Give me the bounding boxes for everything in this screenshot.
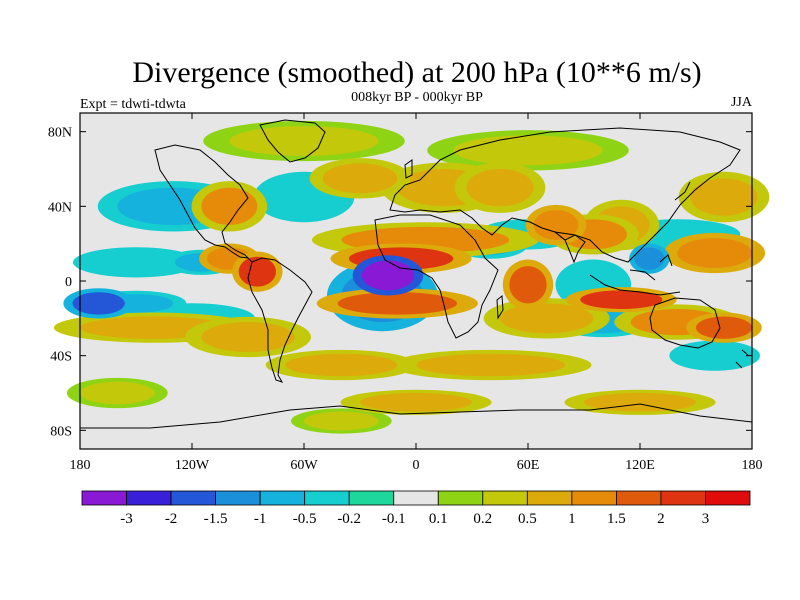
field-anomaly [509,266,547,304]
colorbar-label: -1.5 [204,511,228,527]
colorbar-label: -1 [254,511,267,527]
x-tick-label: 180 [70,458,91,473]
colorbar-swatch [348,490,395,506]
field-anomaly [201,322,295,352]
field-anomaly [304,411,379,431]
colorbar-label: 0.5 [518,511,537,527]
coastline-north-america [154,144,253,263]
colorbar-swatch [259,490,306,506]
field-anomaly [466,169,534,207]
field-anomaly [696,316,752,339]
colorbar-swatch [616,490,662,506]
colorbar-label: -0.1 [382,511,406,527]
x-tick-label: 0 [413,458,420,473]
colorbar-swatch [215,490,261,506]
colorbar-label: -0.5 [293,511,317,527]
coastline-south-america [247,257,313,383]
field-anomaly [533,210,579,240]
y-tick-label: 80N [48,126,72,141]
field-anomaly [416,353,566,377]
colorbar-label: 0.2 [473,511,492,527]
colorbar-label: 0.1 [429,511,448,527]
x-tick-label: 120W [175,458,210,473]
colorbar-label: 1 [568,511,576,527]
colorbar-label: -0.2 [337,511,361,527]
colorbar-swatch [571,490,617,506]
coastline-india [553,231,586,264]
coastline-indonesia [589,254,681,296]
coastline-new-zealand [735,349,749,369]
latitude-ticks: 80N 40N 0 40S 80S [48,126,752,439]
field-anomaly [337,292,458,315]
map-panel: 180 120W 60W 0 60E 120E 180 80N 40N 0 40S 80S [48,112,770,473]
season-label: JJA [731,95,753,110]
colorbar-swatch [393,490,439,506]
colorbar-swatch [126,490,172,506]
coastline-australia [649,297,721,349]
colorbar-swatch [81,490,127,506]
field-anomaly [360,393,472,412]
colorbar-swatch [437,490,484,506]
colorbar-label: 3 [702,511,710,527]
x-tick-label: 60E [517,458,540,473]
coastline-antarctica [80,403,753,429]
colorbar: -3 -2 -1.5 -1 -0.5 -0.2 -0.1 0.1 0.2 0.5 1 1.5 2 3 [81,490,751,527]
colorbar-swatch [482,490,528,506]
y-tick-label: 80S [50,424,72,439]
longitude-ticks: 180 120W 60W 0 60E 120E 180 [70,113,763,473]
y-tick-label: 0 [65,275,72,290]
divergence-field [53,120,770,434]
coastlines [80,119,753,429]
y-tick-label: 40S [50,350,72,365]
field-anomaly [285,353,398,377]
experiment-label: Expt = tdwti-tdwta [80,97,187,112]
field-anomaly [72,292,125,315]
period-label: 008kyr BP - 000kyr BP [351,90,483,105]
coastline-uk [404,159,413,179]
colorbar-swatch [304,490,350,506]
field-anomaly [690,178,758,216]
x-tick-label: 180 [742,458,763,473]
colorbar-label: -2 [165,511,178,527]
field-anomaly [677,238,753,268]
chart-title: Divergence (smoothed) at 200 hPa (10**6 … [132,56,701,89]
coastline-eurasia [389,127,741,263]
field-anomaly [238,256,276,287]
x-tick-label: 120E [625,458,655,473]
colorbar-swatch [526,490,573,506]
colorbar-label: 1.5 [607,511,626,527]
field-anomaly [634,247,665,270]
colorbar-label: 2 [657,511,665,527]
colorbar-label: -3 [120,511,133,527]
field-anomaly [681,344,749,367]
colorbar-swatch [705,490,751,506]
colorbar-swatch [660,490,706,506]
field-anomaly [89,251,183,274]
field-anomaly [322,163,398,194]
coastline-madagascar [496,295,504,320]
coastline-greenland [259,119,326,163]
x-tick-label: 60W [290,458,318,473]
y-tick-label: 40N [48,200,72,215]
coastline-africa [374,214,499,339]
field-anomaly [580,290,663,309]
coastline-japan [674,181,691,201]
field-anomaly [80,381,155,405]
field-anomaly [500,303,594,334]
colorbar-swatch [170,490,216,506]
field-anomaly [201,187,258,225]
field-anomaly [229,126,379,156]
field-anomaly [453,135,603,166]
field-anomaly [361,260,415,291]
